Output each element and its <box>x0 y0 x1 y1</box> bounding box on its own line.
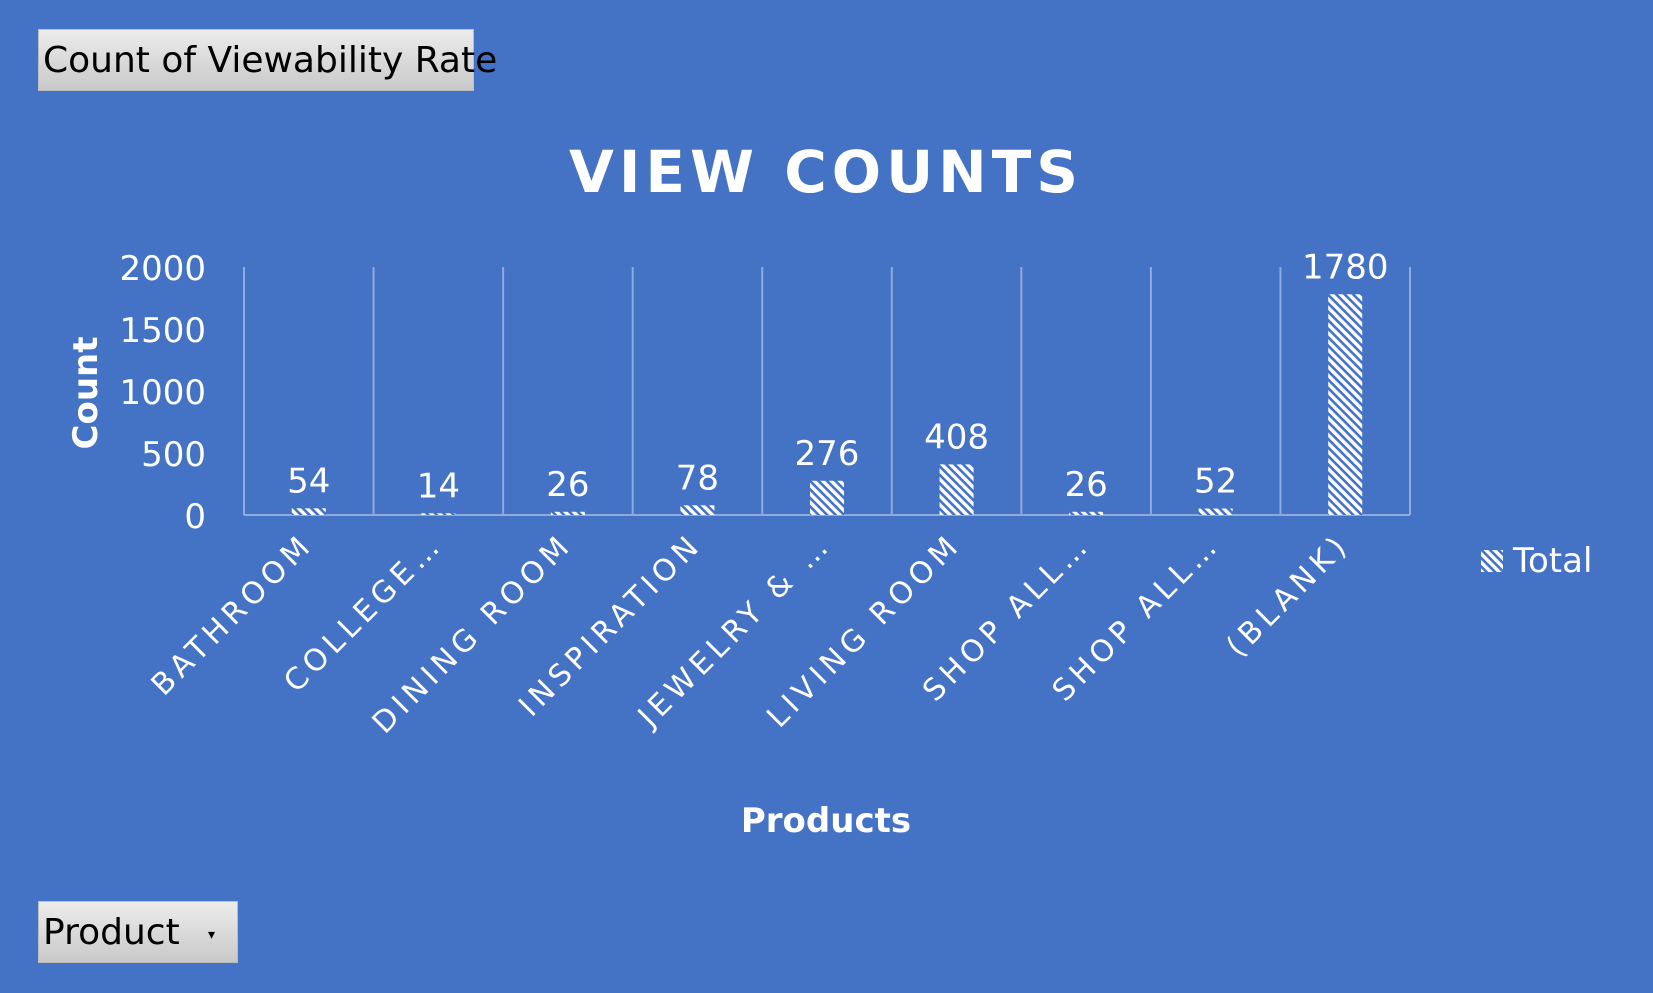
legend-swatch <box>1481 550 1503 572</box>
bar <box>1198 508 1233 515</box>
bar <box>810 480 844 515</box>
axis-field-button[interactable]: Product ▾ <box>38 901 238 963</box>
dropdown-arrow-icon[interactable]: ▾ <box>207 927 215 943</box>
y-tick-label: 1500 <box>119 311 206 351</box>
y-axis-label: Count <box>66 337 106 450</box>
value-field-label: Count of Viewability Rate <box>43 39 498 81</box>
bar <box>291 508 326 515</box>
y-tick-label: 500 <box>141 435 206 475</box>
data-label: 14 <box>417 466 460 506</box>
bar <box>421 513 456 515</box>
data-label: 276 <box>795 434 860 474</box>
bar <box>1069 511 1104 515</box>
data-label: 52 <box>1194 462 1237 502</box>
axis-field-label: Product <box>43 911 180 953</box>
y-tick-label: 0 <box>184 497 206 537</box>
bar <box>939 464 974 515</box>
data-label: 54 <box>287 461 330 501</box>
bar <box>1328 294 1363 515</box>
x-axis-label: Products <box>741 801 911 841</box>
y-tick-label: 2000 <box>119 249 206 289</box>
bar <box>680 505 715 515</box>
data-label: 26 <box>546 465 589 505</box>
data-label: 1780 <box>1302 247 1389 287</box>
data-label: 408 <box>924 417 989 457</box>
data-label: 26 <box>1064 465 1107 505</box>
bar <box>550 511 585 515</box>
x-tick-label: (BLANK) <box>1220 527 1357 664</box>
data-label: 78 <box>676 458 719 498</box>
value-field-button[interactable]: Count of Viewability Rate <box>38 29 497 91</box>
y-tick-label: 1000 <box>119 373 206 413</box>
chart-title: VIEW COUNTS <box>569 138 1083 206</box>
legend-label: Total <box>1512 541 1592 581</box>
